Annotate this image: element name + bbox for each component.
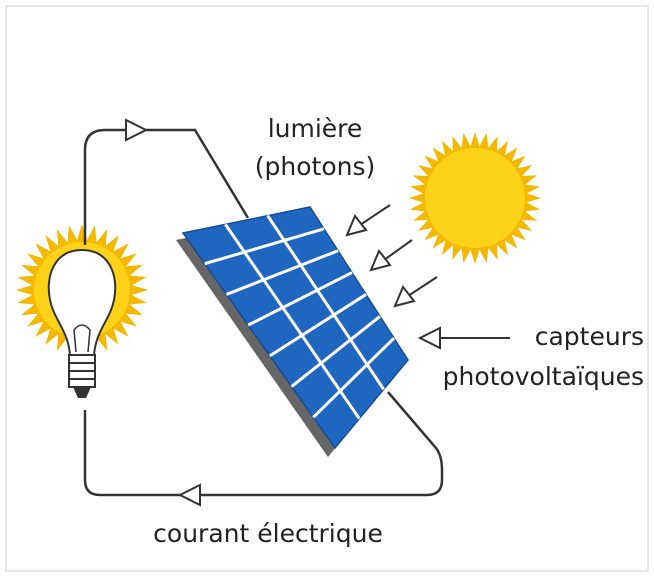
photovoltaic-label: photovoltaïques [443,362,644,391]
current-label: courant électrique [153,519,383,548]
photons-label: (photons) [255,152,375,181]
light-label: lumière [268,114,363,143]
sun-disc [425,148,525,248]
diagram: lumière (photons) capteurs photovoltaïqu… [0,0,654,577]
sensors-label: capteurs [535,322,644,351]
page: lumière (photons) capteurs photovoltaïqu… [0,0,654,577]
